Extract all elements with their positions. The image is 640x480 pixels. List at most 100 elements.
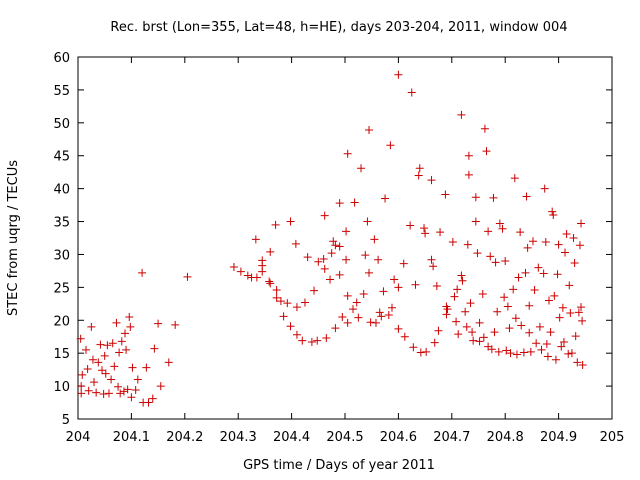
plot-frame <box>77 56 613 420</box>
data-point <box>98 366 107 375</box>
data-point <box>452 317 461 326</box>
data-point <box>354 313 363 322</box>
data-point <box>550 291 559 300</box>
data-point <box>421 229 430 238</box>
data-point <box>148 394 157 403</box>
data-point <box>327 249 336 258</box>
data-point <box>394 283 403 292</box>
data-point <box>374 255 383 264</box>
data-point <box>286 217 295 226</box>
data-point <box>125 312 134 321</box>
x-axis-label: GPS time / Days of year 2011 <box>243 458 435 473</box>
data-point <box>384 311 393 320</box>
data-point <box>575 241 584 250</box>
data-point <box>577 303 586 312</box>
data-point <box>537 345 546 354</box>
data-point <box>443 305 452 314</box>
data-point <box>115 348 124 357</box>
data-point <box>525 328 534 337</box>
data-point <box>236 267 245 276</box>
data-point <box>144 398 153 407</box>
data-point <box>506 349 515 358</box>
x-tick-label: 204.5 <box>326 430 363 445</box>
x-tick-label: 205 <box>600 430 625 445</box>
data-point <box>430 338 439 347</box>
y-tick-label: 40 <box>53 183 70 198</box>
data-point <box>554 240 563 249</box>
data-point <box>427 255 436 264</box>
data-point <box>343 149 352 158</box>
x-tick-label: 204 <box>66 430 91 445</box>
data-point <box>310 286 319 295</box>
data-point <box>448 237 457 246</box>
data-point <box>457 110 466 119</box>
data-point <box>555 313 564 322</box>
data-point <box>377 312 386 321</box>
ticks-group: 204 204.1 204.2 204.3 204.4 204.5 204.6 204.7 20… <box>53 51 624 445</box>
data-point <box>266 247 275 256</box>
data-point <box>338 312 347 321</box>
data-point <box>117 337 126 346</box>
data-point <box>491 258 500 267</box>
data-point <box>471 217 480 226</box>
data-point <box>88 355 97 364</box>
data-point <box>414 171 423 180</box>
data-point <box>500 293 509 302</box>
data-point <box>258 256 267 265</box>
data-point <box>493 307 502 316</box>
data-point <box>387 303 396 312</box>
data-point <box>457 271 466 280</box>
data-point <box>571 332 580 341</box>
data-point <box>104 389 113 398</box>
data-point <box>544 296 553 305</box>
data-point <box>276 297 285 306</box>
y-tick-label: 35 <box>53 216 70 231</box>
data-point <box>573 358 582 367</box>
data-point <box>292 303 301 312</box>
data-point <box>535 322 544 331</box>
data-point <box>361 251 370 260</box>
data-point <box>542 339 551 348</box>
data-point <box>375 308 384 317</box>
data-point <box>252 273 261 282</box>
chart-title: Rec. brst (Lon=355, Lat=48, h=HE), days … <box>110 20 567 35</box>
data-point <box>133 375 142 384</box>
data-point <box>516 228 525 237</box>
data-point <box>291 239 300 248</box>
data-point <box>503 302 512 311</box>
data-point <box>490 328 499 337</box>
data-point <box>512 350 521 359</box>
data-point <box>331 324 340 333</box>
data-point <box>243 271 252 280</box>
data-point <box>300 298 309 307</box>
data-point <box>100 351 109 360</box>
data-point <box>532 339 541 348</box>
data-point <box>343 318 352 327</box>
data-point <box>371 318 380 327</box>
data-point <box>551 355 560 364</box>
data-point <box>76 334 85 343</box>
data-point <box>468 328 477 337</box>
data-point <box>342 255 351 264</box>
data-point <box>487 345 496 354</box>
data-point <box>482 147 491 156</box>
data-point <box>107 375 116 384</box>
y-tick-label: 25 <box>53 281 70 296</box>
data-point <box>525 301 534 310</box>
data-point <box>564 349 573 358</box>
data-point <box>326 275 335 284</box>
data-point <box>453 285 462 294</box>
data-point <box>553 270 562 279</box>
data-point <box>156 382 165 391</box>
data-point <box>307 337 316 346</box>
data-point <box>164 358 173 367</box>
x-tick-label: 204.9 <box>540 430 577 445</box>
data-point <box>265 277 274 286</box>
data-point <box>357 164 366 173</box>
data-point <box>528 237 537 246</box>
data-point <box>322 334 331 343</box>
data-point <box>486 252 495 261</box>
data-point <box>359 289 368 298</box>
data-point <box>126 322 135 331</box>
data-point <box>559 337 568 346</box>
